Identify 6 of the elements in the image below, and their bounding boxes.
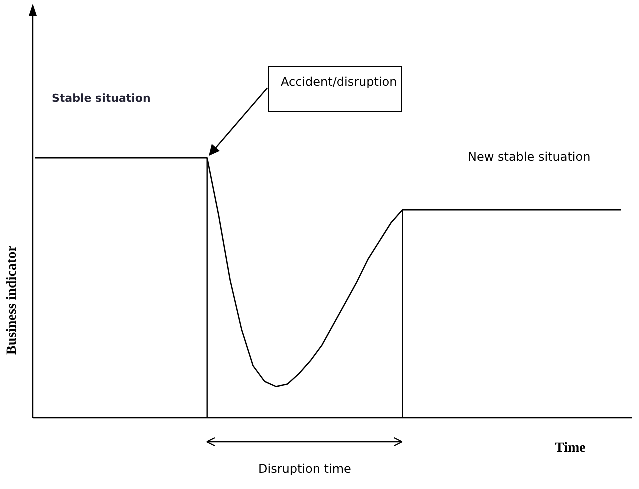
x-axis-title: Time	[555, 441, 586, 457]
annotation: New stable situation	[468, 150, 591, 164]
text: Stable situation	[52, 92, 151, 105]
text: Accident/disruption	[268, 66, 402, 112]
y-axis-title: Business indicator	[5, 245, 21, 354]
text: Disruption time	[258, 462, 352, 476]
